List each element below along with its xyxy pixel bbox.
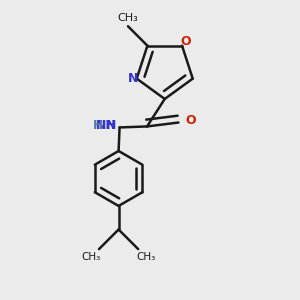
Text: O: O (181, 35, 191, 48)
Text: CH₃: CH₃ (82, 252, 101, 262)
Text: CH₃: CH₃ (118, 14, 138, 23)
Text: O: O (185, 114, 196, 127)
Text: H: H (93, 119, 103, 132)
Text: CH₃: CH₃ (136, 252, 156, 262)
Text: N: N (106, 119, 116, 132)
Text: NH: NH (95, 119, 116, 132)
Text: N: N (128, 72, 138, 85)
